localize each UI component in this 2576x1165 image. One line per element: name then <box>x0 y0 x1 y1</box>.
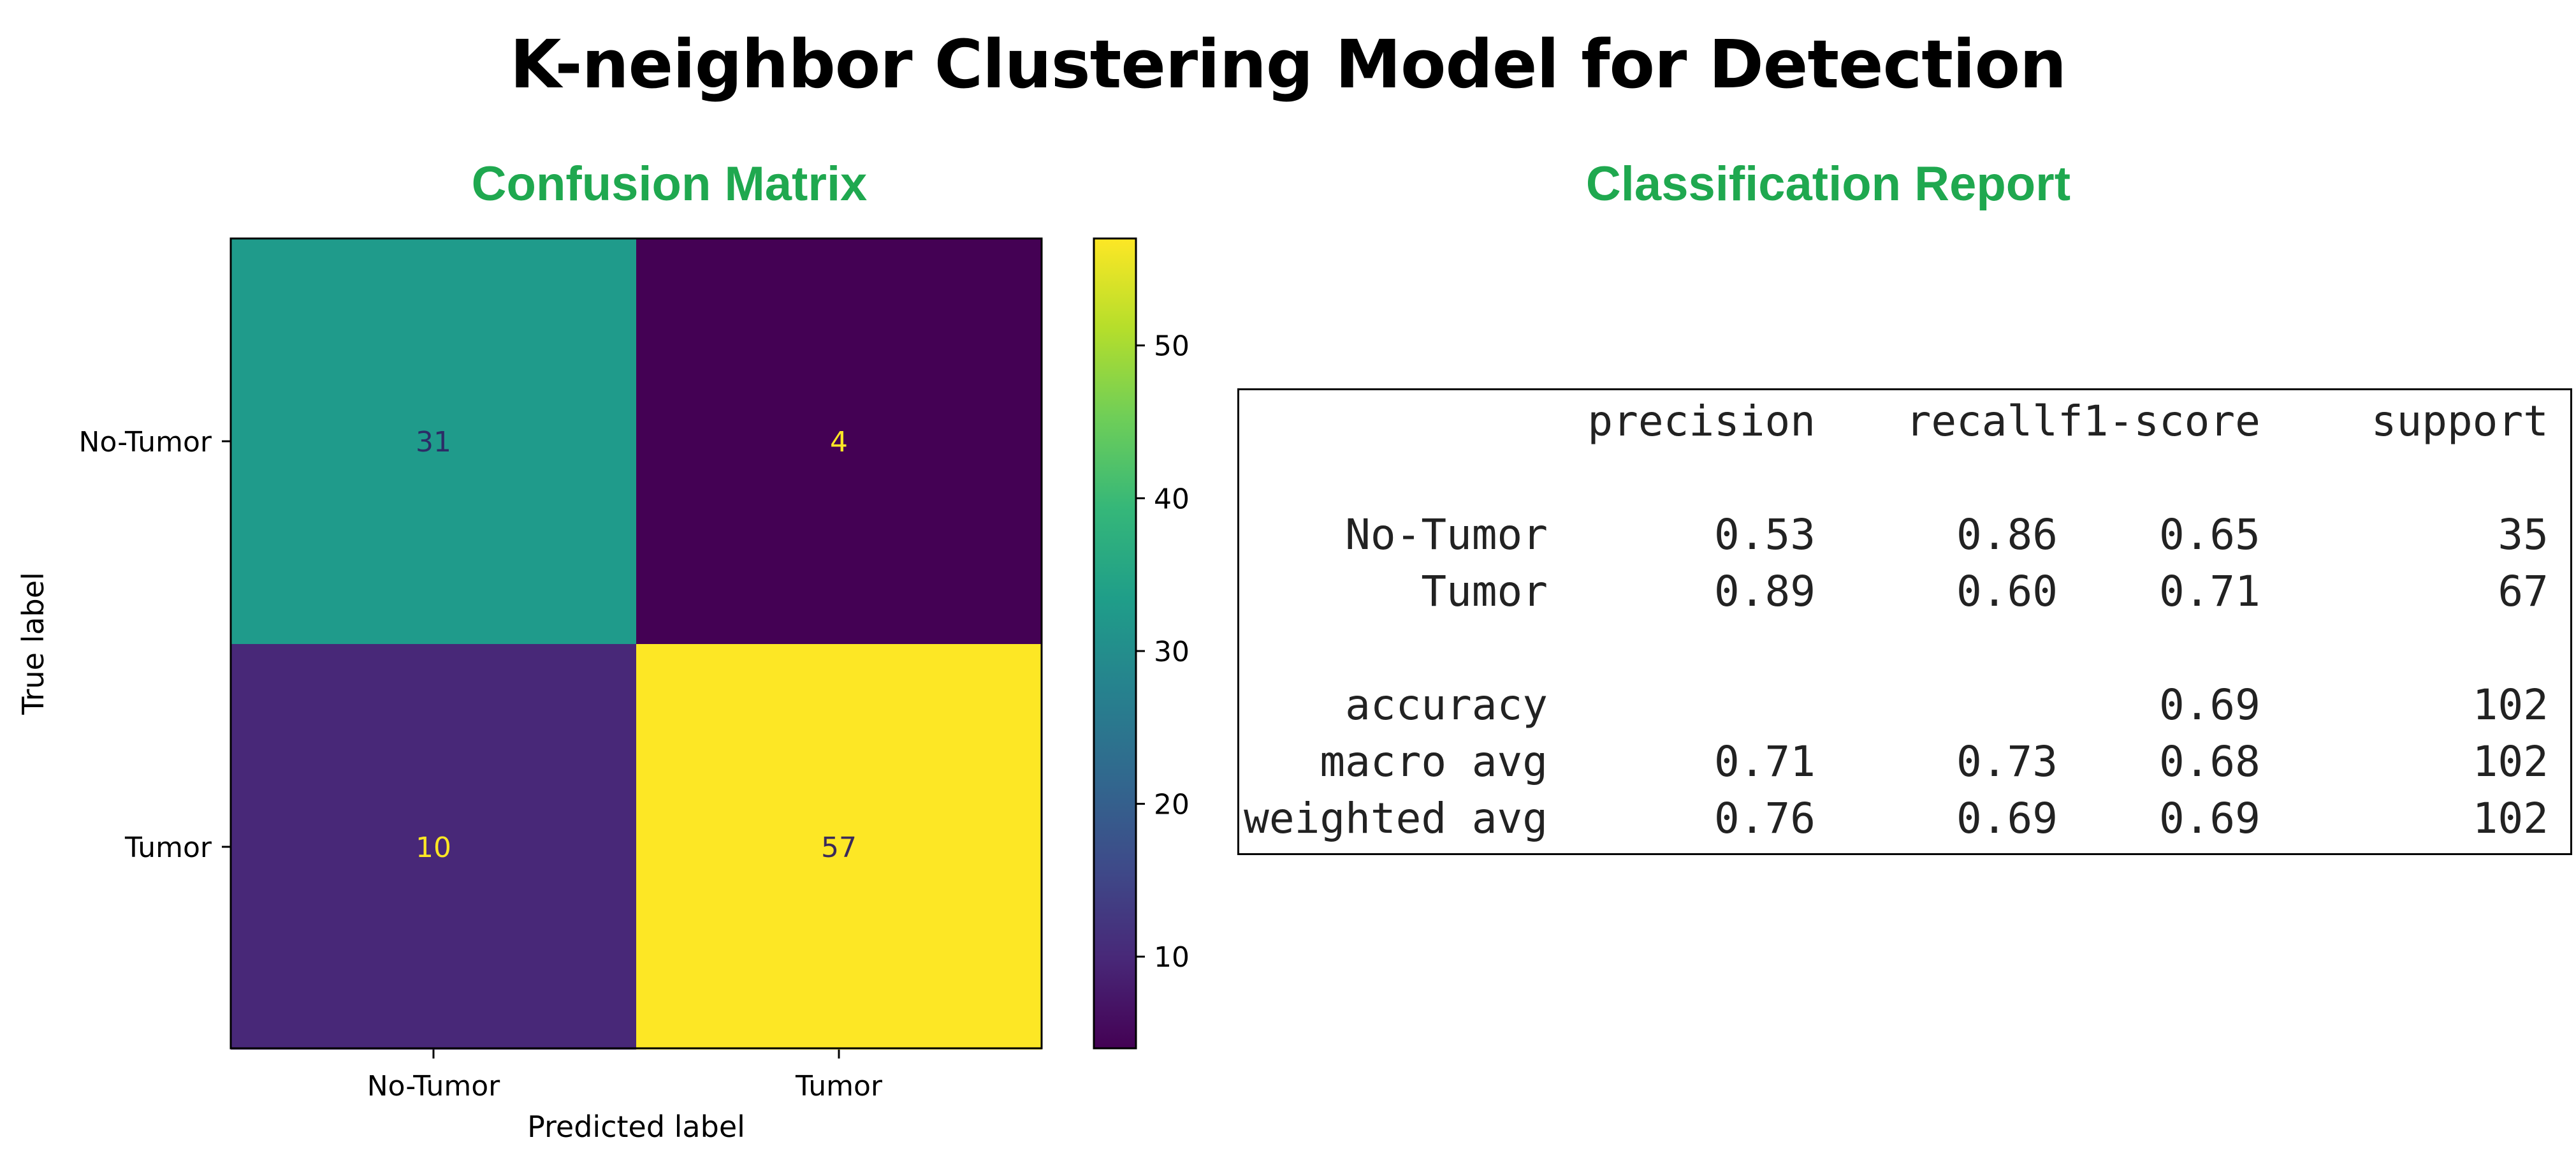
x-tick-label: No-Tumor <box>367 1070 500 1103</box>
report-spacer <box>1243 450 2549 506</box>
x-axis-label: Predicted label <box>527 1110 745 1144</box>
report-cell: 0.86 <box>1956 510 2058 559</box>
main-title: K-neighbor Clustering Model for Detectio… <box>509 26 2067 103</box>
report-cell: 0.89 <box>1714 567 1816 616</box>
cell-value-label: 57 <box>821 832 857 864</box>
report-cell <box>1816 677 2058 733</box>
report-class-row: No-Tumor 0.53 0.86 0.65 35 <box>1243 506 2549 563</box>
y-tick-label: No-Tumor <box>79 426 212 458</box>
report-cell: 102 <box>2472 680 2549 729</box>
report-cell: Tumor <box>1421 567 1548 616</box>
report-cell <box>1548 677 1816 733</box>
report-cell: 0.69 <box>2158 794 2260 843</box>
report-cell: 0.71 <box>1714 737 1816 786</box>
report-cell: 35 <box>2498 510 2549 559</box>
y-axis-label: True label <box>16 572 50 715</box>
classification-report-box: precision recall f1-score support No-Tumor 0.… <box>1237 388 2572 855</box>
confusion-matrix-chart: 31 4 10 57 No-Tumor Tumor No-Tumor Tumor 10 20 3… <box>16 237 1190 1144</box>
matrix-cell <box>231 644 636 1050</box>
cell-value-label: 4 <box>830 426 848 458</box>
report-cell: precision <box>1587 397 1816 446</box>
report-cell: recall <box>1905 397 2058 446</box>
report-cell: accuracy <box>1345 680 1548 729</box>
matrix-frame <box>229 237 1043 1050</box>
report-cell: 102 <box>2472 737 2549 786</box>
matrix-cell <box>231 238 636 644</box>
report-cell: 0.71 <box>2158 567 2260 616</box>
report-accuracy-row: accuracy 0.69 102 <box>1243 677 2549 733</box>
colorbar-tick-label: 10 <box>1154 941 1190 974</box>
x-tick-label: Tumor <box>795 1070 883 1103</box>
report-cell: 0.76 <box>1714 794 1816 843</box>
cell-value-label: 31 <box>416 426 451 458</box>
colorbar-tick-label: 40 <box>1154 483 1190 515</box>
report-average-row: macro avg 0.71 0.73 0.68 102 <box>1243 733 2549 790</box>
report-cell: f1-score <box>2058 397 2260 446</box>
matrix-cell <box>636 644 1042 1050</box>
report-class-row: Tumor 0.89 0.60 0.71 67 <box>1243 563 2549 620</box>
report-cell: macro avg <box>1320 737 1548 786</box>
report-cell: 0.53 <box>1714 510 1816 559</box>
colorbar-tick-label: 30 <box>1154 636 1190 668</box>
classification-report-title: Classification Report <box>1585 157 2071 211</box>
report-header-row: precision recall f1-score support <box>1243 393 2549 450</box>
report-cell: No-Tumor <box>1345 510 1548 559</box>
report-spacer <box>1243 620 2549 677</box>
report-cell: support <box>2371 397 2549 446</box>
report-cell: 0.69 <box>1956 794 2058 843</box>
matrix-cell <box>636 238 1042 644</box>
colorbar <box>1093 237 1137 1050</box>
report-cell: 67 <box>2498 567 2549 616</box>
report-average-row: weighted avg 0.76 0.69 0.69 102 <box>1243 790 2549 847</box>
colorbar-tick-label: 50 <box>1154 330 1190 363</box>
report-cell: 0.73 <box>1956 737 2058 786</box>
cell-value-label: 10 <box>416 832 451 864</box>
report-cell: 102 <box>2472 794 2549 843</box>
report-cell: 0.65 <box>2158 510 2260 559</box>
y-tick-label: Tumor <box>124 832 212 864</box>
classification-report-table: precision recall f1-score support No-Tumor 0.… <box>1243 393 2549 847</box>
colorbar-tick-label: 20 <box>1154 789 1190 821</box>
confusion-matrix-title: Confusion Matrix <box>471 157 868 211</box>
report-cell: 0.68 <box>2158 737 2260 786</box>
report-cell <box>1243 393 1548 450</box>
report-cell: weighted avg <box>1244 794 1548 843</box>
report-cell: 0.60 <box>1956 567 2058 616</box>
report-cell: 0.69 <box>2158 680 2260 729</box>
